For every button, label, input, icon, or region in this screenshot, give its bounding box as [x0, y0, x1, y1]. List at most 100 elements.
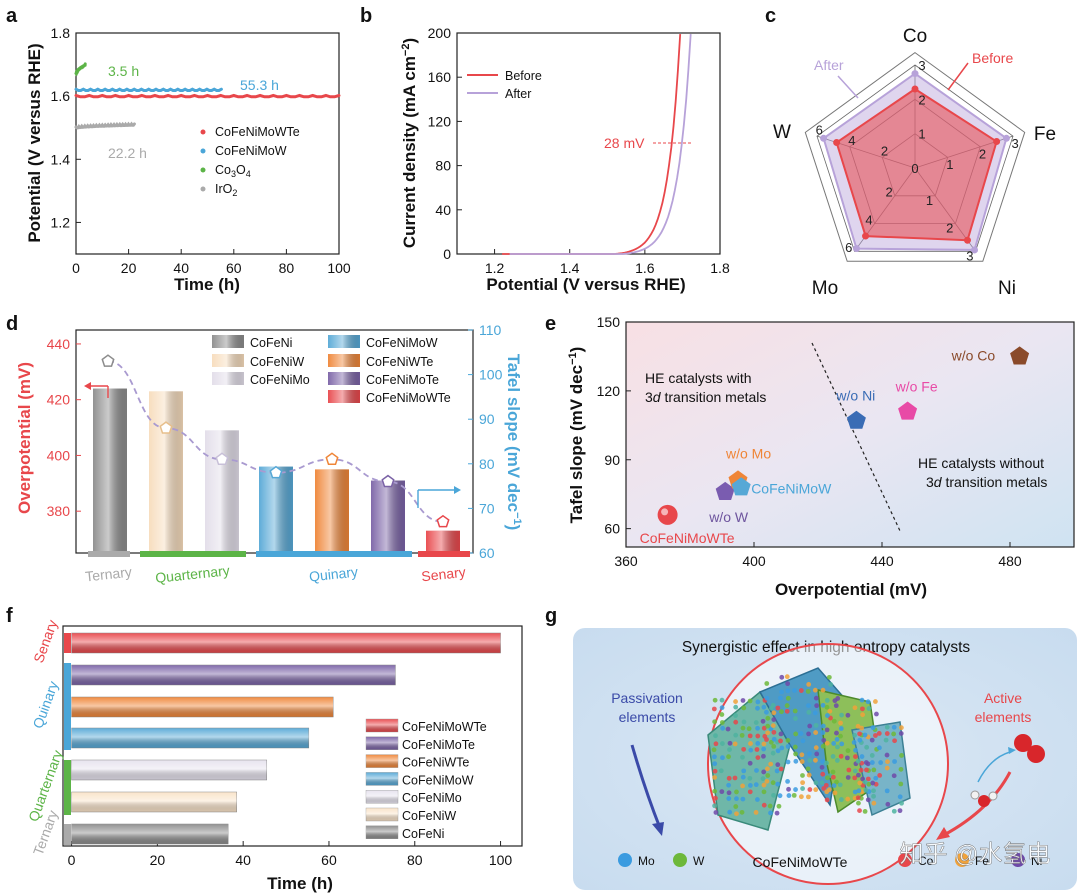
- group-bracket-quarternary: [64, 760, 71, 815]
- legend-label: CoFeNiW: [402, 809, 456, 823]
- radar-ring-label: 2: [881, 144, 888, 159]
- atom: [884, 788, 890, 794]
- atom: [734, 796, 739, 802]
- panel-b-polarization-chart: 1.2 1.4 1.6 1.8 0 40 80 120 160 200 Potential (V …: [400, 25, 730, 294]
- element-label-ni: Ni: [1031, 854, 1042, 868]
- water-hydrogen-atom: [988, 791, 998, 801]
- group-bracket-quinary: [64, 663, 71, 750]
- tafel-point-cofenimote: [381, 474, 395, 488]
- panel-label-d: d: [6, 313, 18, 335]
- atom: [739, 732, 745, 738]
- atom: [712, 775, 718, 780]
- atom: [741, 705, 747, 711]
- panel-f-horizontal-bar-chart: 0 20 40 60 80 100 SenaryQuinaryQuarternaryTer…: [25, 618, 523, 893]
- element-marker-co: [898, 853, 912, 867]
- atom: [778, 695, 783, 701]
- atom: [712, 697, 718, 703]
- atom: [765, 715, 771, 721]
- atom: [807, 758, 813, 763]
- bars: [93, 388, 460, 553]
- atom: [713, 795, 718, 801]
- bar-shine: [71, 697, 334, 717]
- atom: [748, 747, 754, 753]
- atom: [898, 766, 904, 772]
- atom: [826, 674, 832, 680]
- atom: [755, 755, 761, 761]
- atom: [846, 767, 852, 773]
- scatter-label: w/o W: [708, 509, 749, 525]
- atom: [719, 720, 725, 725]
- atom: [876, 731, 882, 736]
- atom: [761, 741, 767, 747]
- atom: [891, 808, 897, 814]
- atom: [793, 787, 798, 792]
- radar-vertex: [963, 236, 971, 244]
- atom: [852, 775, 858, 781]
- legend-label: CoFeNiMoW: [366, 336, 438, 350]
- y-left-tick-label: 380: [47, 503, 71, 519]
- atom: [711, 747, 717, 753]
- atom: [734, 811, 739, 817]
- atom: [805, 766, 811, 772]
- annotation-cofenimow: 55.3 h: [240, 77, 279, 93]
- atom: [740, 774, 746, 780]
- atom: [830, 754, 836, 759]
- atom: [753, 810, 759, 815]
- x-tick-label: 0: [68, 852, 76, 868]
- atom: [824, 727, 830, 733]
- atom: [761, 789, 767, 795]
- atom: [853, 747, 858, 753]
- legend-label: After: [505, 87, 531, 101]
- atom: [768, 739, 774, 745]
- annotation-28mv: 28 mV: [604, 135, 645, 151]
- atom: [798, 794, 804, 800]
- y-tick-label: 160: [428, 69, 452, 85]
- atom: [898, 725, 904, 731]
- atom: [824, 797, 830, 803]
- legend-swatch-shine: [366, 754, 398, 768]
- series-line-cofenimowte: [74, 93, 341, 99]
- scatter-point-cofenimowte: [657, 504, 678, 525]
- atom: [727, 809, 733, 815]
- x-axis-label: Overpotential (mV): [775, 580, 927, 599]
- atom: [862, 808, 868, 814]
- atom: [884, 765, 890, 771]
- radar-ring-label: 1: [926, 193, 933, 208]
- radar-series: [820, 70, 1010, 254]
- atom: [712, 754, 717, 760]
- region-right-line1: HE catalysts without: [918, 455, 1044, 471]
- atom: [760, 776, 766, 782]
- atom: [779, 745, 785, 751]
- atom: [807, 723, 813, 729]
- y-tick-label: 120: [597, 383, 621, 399]
- radar-axis-w: W: [773, 122, 791, 143]
- atom: [819, 764, 825, 770]
- atom: [775, 781, 781, 787]
- atom: [837, 782, 843, 788]
- atom: [741, 768, 747, 774]
- legend-swatch-shine: [328, 390, 360, 403]
- atom: [765, 730, 771, 736]
- atom: [726, 775, 732, 781]
- radar-ring-label: 2: [918, 92, 925, 107]
- atom: [855, 758, 861, 764]
- atom: [869, 737, 875, 743]
- legend-swatch-shine: [212, 335, 244, 348]
- atom: [876, 745, 882, 751]
- bar-shine: [71, 824, 229, 844]
- bar-shine: [371, 480, 405, 553]
- atom: [824, 698, 830, 703]
- water-hydrogen-atom: [970, 790, 980, 800]
- atom: [755, 699, 761, 705]
- atom: [833, 703, 839, 709]
- atom: [891, 724, 897, 730]
- axis-ticks: 380 400 420 440 60 70 80 90 100 110: [47, 322, 503, 561]
- atom: [871, 788, 876, 794]
- y-right-tick-label: 100: [479, 367, 503, 383]
- atom: [746, 726, 752, 732]
- atom: [845, 748, 851, 754]
- y-tick-label: 1.2: [51, 214, 71, 230]
- atom: [774, 768, 780, 774]
- x-axis-label: Time (h): [174, 275, 240, 294]
- panel-label-f: f: [6, 605, 13, 627]
